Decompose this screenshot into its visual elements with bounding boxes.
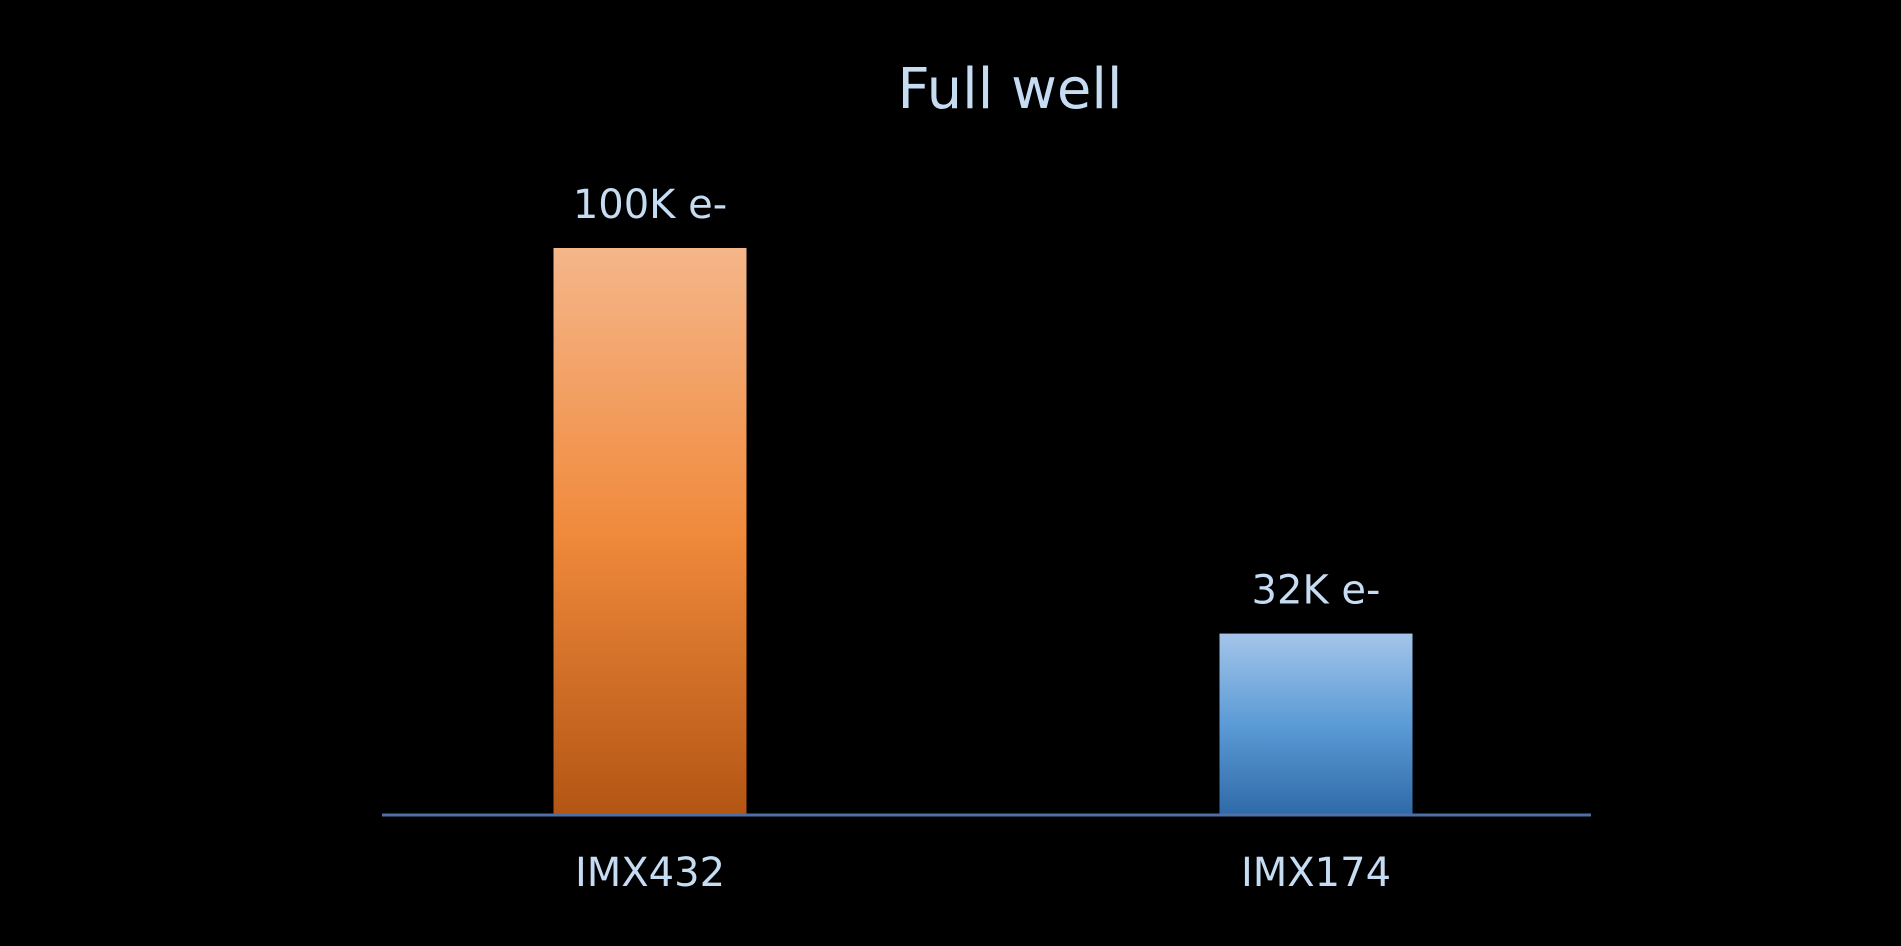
bar-imx174 [1219,633,1413,815]
x-tick-label-imx432: IMX432 [575,850,725,896]
chart-title: Full well [898,57,1123,122]
data-label-imx174: 32K e- [1252,568,1381,614]
bars-group [553,248,1413,815]
bar-imx432 [553,248,747,815]
x-tick-labels-group: IMX432 IMX174 [575,850,1391,896]
data-labels-group: 100K e- 32K e- [573,182,1381,614]
data-label-imx432: 100K e- [573,182,727,228]
x-tick-label-imx174: IMX174 [1241,850,1391,896]
